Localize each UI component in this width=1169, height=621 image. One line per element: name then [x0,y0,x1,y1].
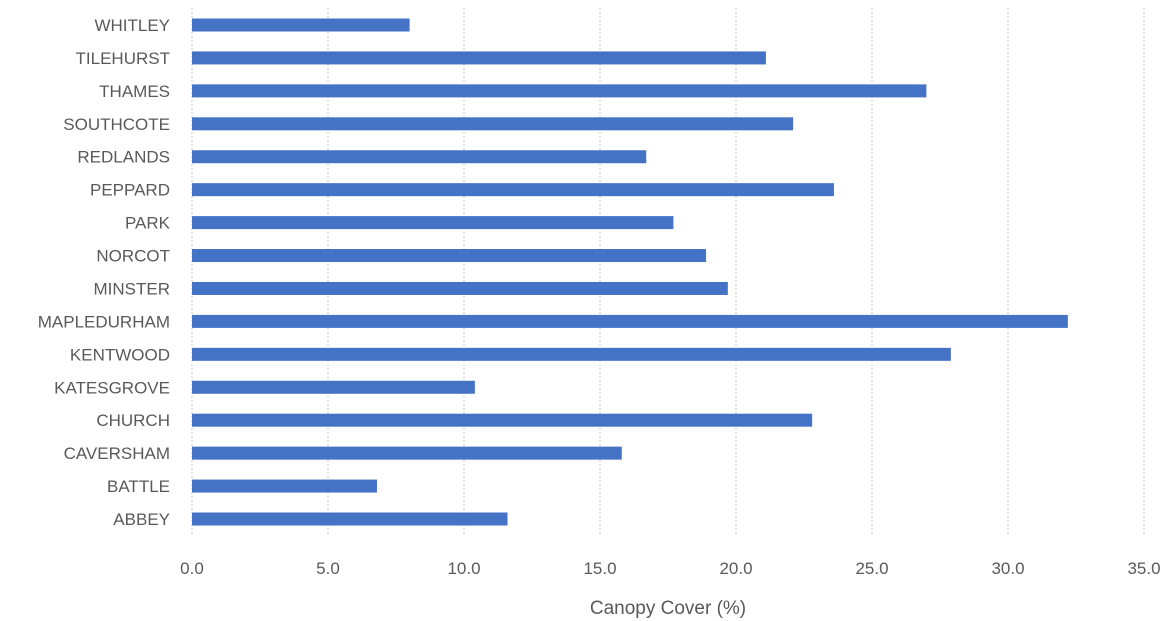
x-axis-title: Canopy Cover (%) [590,598,746,619]
category-label-norcot: NORCOT [96,247,170,266]
bar-mapledurham [192,314,1068,328]
x-tick-label: 25.0 [855,559,888,578]
category-label-tilehurst: TILEHURST [76,49,170,68]
bar-redlands [192,150,647,164]
x-tick-label: 15.0 [583,559,616,578]
x-tick-label: 30.0 [991,559,1024,578]
category-labels: ABBEY BATTLE CAVERSHAM CHURCH KATESGROVE KENT… [38,16,171,529]
x-tick-label: 0.0 [180,559,204,578]
x-tick-label: 5.0 [316,559,340,578]
bar-tilehurst [192,51,766,65]
bar-peppard [192,183,834,197]
x-tick-labels: 0.0 5.0 10.0 15.0 20.0 25.0 30.0 35.0 [180,559,1160,578]
bar-minster [192,281,728,295]
bar-thames [192,84,927,98]
category-label-katesgrove: KATESGROVE [54,378,170,397]
bar-battle [192,479,377,493]
category-label-battle: BATTLE [107,477,170,496]
category-label-kentwood: KENTWOOD [70,345,170,364]
bar-caversham [192,446,622,460]
category-label-redlands: REDLANDS [77,148,170,167]
x-tick-label: 35.0 [1127,559,1160,578]
x-tick-label: 20.0 [719,559,752,578]
category-label-peppard: PEPPARD [90,181,170,200]
category-label-whitley: WHITLEY [94,16,170,35]
category-label-mapledurham: MAPLEDURHAM [38,312,170,331]
bar-katesgrove [192,380,475,394]
x-tick-label: 10.0 [447,559,480,578]
category-label-church: CHURCH [96,411,170,430]
category-label-caversham: CAVERSHAM [64,444,170,463]
category-label-southcote: SOUTHCOTE [63,115,170,134]
bars [192,18,1068,526]
bar-southcote [192,117,794,131]
bar-abbey [192,512,508,526]
category-label-thames: THAMES [99,82,170,101]
bar-church [192,413,813,427]
category-label-park: PARK [125,214,171,233]
bar-whitley [192,18,410,32]
category-label-minster: MINSTER [94,279,171,298]
bar-norcot [192,249,707,263]
bar-park [192,216,674,230]
category-label-abbey: ABBEY [113,510,170,529]
bar-kentwood [192,347,951,361]
